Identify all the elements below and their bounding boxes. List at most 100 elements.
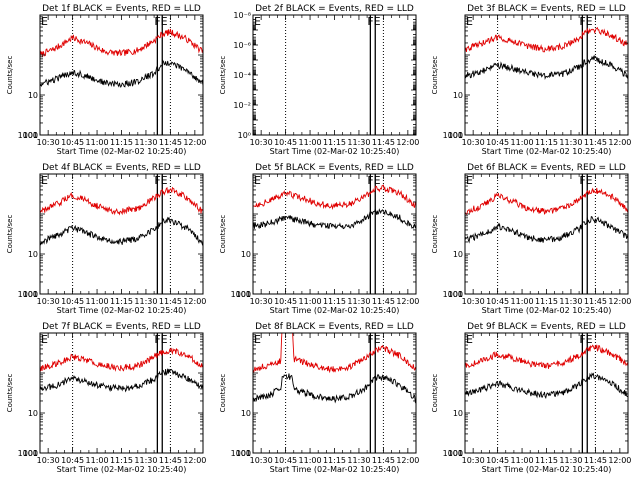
y-axis-label: Counts/sec <box>431 374 439 413</box>
series-line-lld <box>465 187 628 216</box>
y-tick-label: 1 <box>33 290 38 299</box>
x-axis-label: Start Time (02-Mar-02 10:25:40) <box>270 306 400 315</box>
marker-label-fe: FE <box>579 174 592 187</box>
x-axis-label: Start Time (02-Mar-02 10:25:40) <box>482 465 612 474</box>
marker-label-fe: FE <box>367 333 380 346</box>
y-tick-label: 100 <box>236 290 251 299</box>
marker-label-e: E <box>254 15 261 28</box>
panel-title: Det 1f BLACK = Events, RED = LLD <box>42 4 201 14</box>
marker-label-fe: FE <box>367 15 380 28</box>
x-tick-label: 11:15 <box>323 138 346 147</box>
y-tick-label: 1000 <box>18 131 38 140</box>
x-tick-label: 11:15 <box>110 297 133 306</box>
x-tick-label: 11:00 <box>86 297 109 306</box>
x-tick-label: 10:30 <box>37 297 60 306</box>
panel-title: Det 5f BLACK = Events, RED = LLD <box>255 163 414 173</box>
series-line-lld <box>40 186 203 216</box>
series-line-events <box>465 372 628 400</box>
x-tick-label: 11:00 <box>511 456 534 465</box>
x-tick-label: 12:00 <box>396 138 419 147</box>
y-tick-label: 10 <box>28 409 38 418</box>
panel-title: Det 6f BLACK = Events, RED = LLD <box>467 163 626 173</box>
x-tick-label: 10:45 <box>486 297 509 306</box>
y-axis-label: Counts/sec <box>219 56 227 95</box>
x-axis-label: Start Time (02-Mar-02 10:25:40) <box>482 306 612 315</box>
marker-label-fe: FE <box>154 174 167 187</box>
x-tick-label: 11:15 <box>535 138 558 147</box>
y-axis-label: Counts/sec <box>6 215 14 254</box>
marker-label-e: E <box>466 15 473 28</box>
x-tick-label: 12:00 <box>183 138 206 147</box>
y-axis-label: Counts/sec <box>431 215 439 254</box>
series-line-events <box>40 59 203 89</box>
panel-axes-frame <box>252 14 417 136</box>
y-tick-label: 1 <box>458 131 463 140</box>
y-tick-label: 100 <box>23 290 38 299</box>
marker-label-e: E <box>41 174 48 187</box>
x-tick-label: 10:45 <box>61 297 84 306</box>
x-tick-label: 10:30 <box>37 456 60 465</box>
x-tick-label: 11:30 <box>559 456 582 465</box>
panel-title: Det 2f BLACK = Events, RED = LLD <box>255 4 414 14</box>
x-tick-label: 11:15 <box>535 456 558 465</box>
x-axis-label: Start Time (02-Mar-02 10:25:40) <box>270 147 400 156</box>
x-tick-label: 11:00 <box>511 138 534 147</box>
x-tick-label: 10:45 <box>61 138 84 147</box>
panel-title: Det 4f BLACK = Events, RED = LLD <box>42 163 201 173</box>
y-tick-label: 1000 <box>231 290 251 299</box>
y-tick-label: 10⁻⁸ <box>233 11 251 20</box>
x-axis-label: Start Time (02-Mar-02 10:25:40) <box>57 465 187 474</box>
y-tick-label: 10 <box>453 409 463 418</box>
marker-label-fe: FE <box>579 333 592 346</box>
x-tick-label: 11:15 <box>110 456 133 465</box>
series-line-events <box>253 373 416 404</box>
marker-label-fe: FE <box>367 174 380 187</box>
panel-title: Det 3f BLACK = Events, RED = LLD <box>467 4 626 14</box>
x-tick-label: 11:30 <box>559 297 582 306</box>
x-tick-label: 10:45 <box>274 297 297 306</box>
marker-label-e: E <box>254 174 261 187</box>
x-tick-label: 12:00 <box>396 456 419 465</box>
x-tick-label: 11:00 <box>511 297 534 306</box>
x-tick-label: 12:00 <box>608 297 631 306</box>
x-tick-label: 11:00 <box>86 456 109 465</box>
y-tick-label: 1 <box>458 290 463 299</box>
y-axis-label: Counts/sec <box>6 374 14 413</box>
x-tick-label: 11:45 <box>159 297 182 306</box>
x-tick-label: 12:00 <box>183 456 206 465</box>
y-tick-label: 10⁰ <box>238 131 251 140</box>
x-tick-label: 11:15 <box>110 138 133 147</box>
x-tick-label: 10:30 <box>250 138 273 147</box>
y-tick-label: 1 <box>246 449 251 458</box>
x-tick-label: 11:30 <box>134 297 157 306</box>
series-line-lld <box>465 344 628 369</box>
y-tick-label: 1000 <box>443 290 463 299</box>
x-tick-label: 10:30 <box>250 456 273 465</box>
y-tick-label: 10⁻⁶ <box>233 41 251 50</box>
series-line-lld <box>40 28 203 57</box>
x-axis-label: Start Time (02-Mar-02 10:25:40) <box>270 465 400 474</box>
series-line-events <box>40 216 203 246</box>
x-tick-label: 10:30 <box>462 456 485 465</box>
panel-title: Det 8f BLACK = Events, RED = LLD <box>255 322 414 332</box>
panel-axes-frame <box>39 173 204 295</box>
x-tick-label: 10:30 <box>462 297 485 306</box>
x-tick-label: 11:30 <box>559 138 582 147</box>
x-tick-label: 10:30 <box>250 297 273 306</box>
x-tick-label: 10:45 <box>486 138 509 147</box>
x-tick-label: 11:15 <box>323 297 346 306</box>
y-tick-label: 1 <box>33 449 38 458</box>
y-tick-label: 100 <box>23 131 38 140</box>
x-tick-label: 11:45 <box>159 138 182 147</box>
marker-label-e: E <box>466 333 473 346</box>
x-tick-label: 11:00 <box>86 138 109 147</box>
marker-label-e: E <box>254 333 261 346</box>
marker-label-fe: FE <box>579 15 592 28</box>
marker-label-fe: FE <box>154 15 167 28</box>
series-line-lld <box>465 26 628 53</box>
